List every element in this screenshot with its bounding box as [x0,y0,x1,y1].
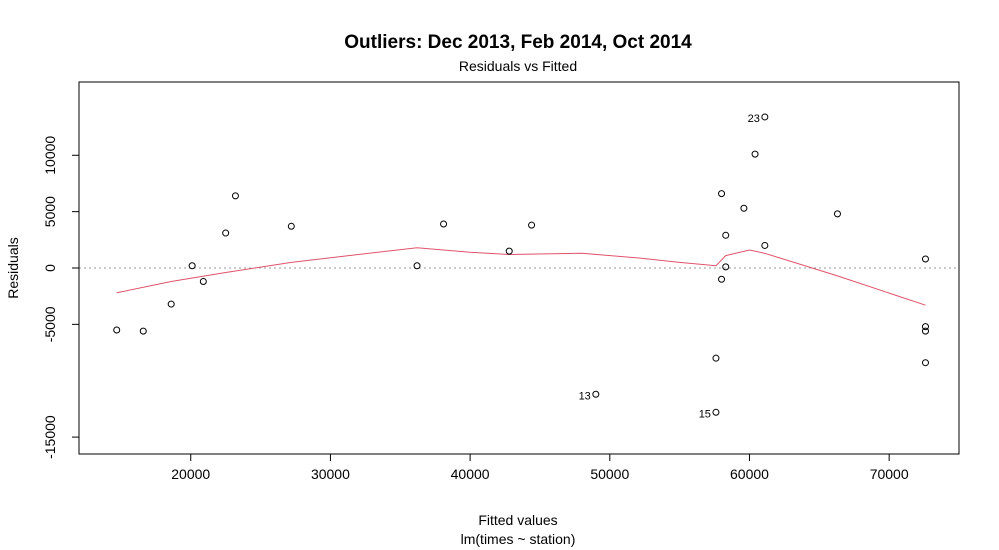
data-point [231,192,239,200]
data-point [921,327,929,335]
data-points: 13 15 23 [113,113,929,420]
data-point [712,408,720,416]
y-axis: -15000 -5000 0 5000 10000 [42,136,80,459]
data-point [139,327,147,335]
data-point [413,262,421,270]
y-tick-label: 5000 [42,196,58,227]
chart-title: Outliers: Dec 2013, Feb 2014, Oct 2014 [344,32,692,53]
data-point [592,390,600,398]
data-point [751,150,759,158]
smoothed-trend-line [116,247,926,306]
data-point [222,229,230,237]
data-point [761,241,769,249]
y-tick-label: 10000 [42,136,58,175]
data-point [761,113,769,121]
outlier-label: 23 [748,113,760,125]
y-tick-label: 0 [42,264,58,272]
data-point [528,221,536,229]
data-point [921,359,929,367]
data-point [722,263,730,271]
x-tick-label: 50000 [590,466,629,482]
chart-subtitle: Residuals vs Fitted [459,58,577,74]
x-tick-label: 60000 [730,466,769,482]
outlier-label: 13 [579,390,591,402]
x-axis-sublabel: lm(times ~ station) [461,531,576,547]
x-tick-label: 20000 [171,466,210,482]
data-point [740,204,748,212]
data-point [505,247,513,255]
y-tick-label: -15000 [42,415,58,459]
data-point [167,300,175,308]
x-tick-label: 40000 [451,466,490,482]
x-tick-label: 30000 [311,466,350,482]
data-point [718,275,726,283]
data-point [718,190,726,198]
data-point [712,354,720,362]
x-axis: 20000 30000 40000 50000 60000 70000 [171,453,909,482]
data-point [113,326,121,334]
data-point [921,255,929,263]
outlier-label: 15 [699,408,711,420]
data-point [833,210,841,218]
data-point [440,220,448,228]
data-point [199,278,207,286]
y-tick-label: -5000 [42,306,58,342]
x-axis-label: Fitted values [478,512,557,528]
x-tick-label: 70000 [870,466,909,482]
data-point [921,323,929,331]
data-point [722,231,730,239]
data-point [287,222,295,230]
data-point [188,262,196,270]
y-axis-label: Residuals [5,237,21,298]
